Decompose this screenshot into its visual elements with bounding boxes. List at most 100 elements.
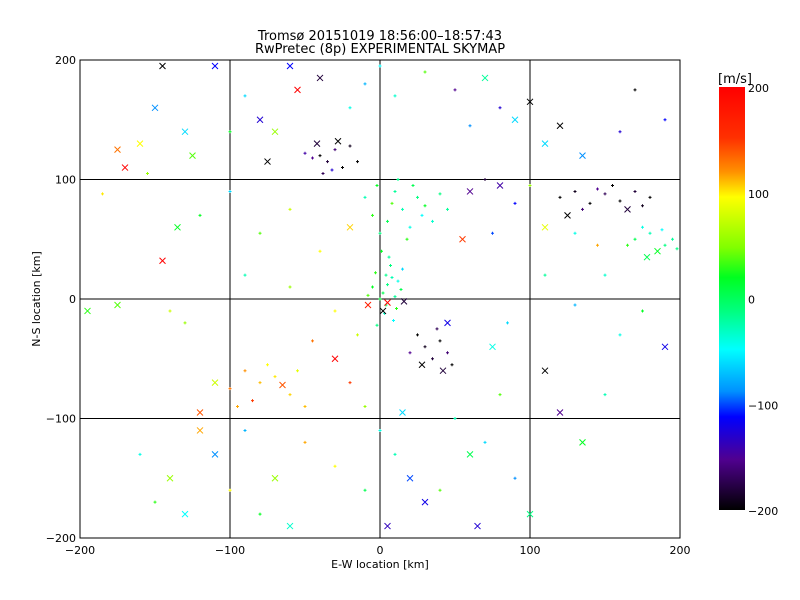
data-point — [258, 512, 262, 516]
data-point — [431, 357, 434, 361]
data-point-x — [316, 74, 324, 82]
x-tick-label: 100 — [520, 544, 541, 557]
axis-ticks: −200 −100 0 100 200 −200 −100 0 100 200 — [46, 54, 691, 557]
data-point — [228, 387, 232, 391]
data-point-x — [418, 361, 426, 369]
data-point — [168, 309, 172, 313]
data-point-x — [211, 379, 219, 387]
y-tick-label: −200 — [46, 532, 76, 545]
colorbar-tick-label: 100 — [748, 188, 769, 201]
data-point — [453, 417, 457, 420]
data-point-x — [196, 427, 204, 434]
data-point — [392, 319, 395, 323]
data-point — [411, 183, 415, 187]
data-point — [603, 192, 607, 196]
data-point — [146, 172, 149, 176]
data-point-x — [579, 439, 586, 446]
data-point — [633, 189, 637, 193]
data-point — [483, 440, 487, 444]
y-tick-label: −100 — [46, 413, 76, 426]
data-point-x — [151, 104, 159, 112]
data-point — [341, 166, 344, 170]
data-point-x — [444, 319, 451, 327]
data-point-x — [294, 86, 301, 94]
data-point-x — [654, 247, 661, 255]
data-point — [318, 154, 322, 158]
data-point-x — [556, 409, 564, 416]
data-point — [423, 345, 427, 349]
data-point — [603, 393, 607, 397]
data-point — [330, 168, 334, 172]
data-point-x — [439, 367, 447, 375]
data-point — [506, 321, 509, 325]
data-point-x — [159, 62, 166, 70]
data-point — [399, 287, 403, 291]
data-point-x — [481, 74, 489, 82]
data-point — [450, 363, 454, 367]
colorbar-ticks: 200 100 0 −100 −200 — [748, 82, 778, 518]
data-point-x — [466, 188, 474, 195]
data-point — [236, 405, 239, 409]
data-point — [266, 363, 269, 367]
data-point — [393, 452, 397, 456]
data-point — [618, 199, 622, 203]
data-point-x — [661, 343, 669, 351]
data-point-x — [174, 223, 181, 231]
data-point-x — [643, 253, 651, 261]
data-point — [243, 94, 247, 98]
data-point — [348, 381, 352, 385]
data-point — [438, 192, 442, 196]
data-point — [648, 231, 652, 235]
data-point — [348, 144, 352, 148]
data-point — [408, 225, 412, 229]
data-point-x — [406, 474, 414, 482]
data-point — [371, 213, 374, 217]
data-point-x — [511, 116, 519, 124]
data-point-x — [564, 211, 571, 219]
data-point — [333, 464, 337, 468]
data-point — [384, 273, 388, 277]
data-point — [393, 94, 397, 98]
data-point-x — [526, 98, 534, 106]
data-point — [396, 279, 400, 283]
data-point — [390, 275, 394, 279]
data-point — [393, 295, 397, 299]
data-point — [381, 291, 385, 295]
data-point — [243, 273, 247, 277]
data-point — [386, 283, 389, 287]
plot-frame — [79, 59, 681, 539]
data-point — [378, 428, 382, 432]
data-point-x — [346, 223, 354, 231]
data-point — [603, 273, 607, 277]
data-point — [356, 333, 359, 337]
data-point — [648, 195, 652, 199]
data-point — [371, 285, 374, 289]
data-point — [228, 189, 232, 193]
data-point — [408, 351, 412, 355]
data-point — [588, 201, 592, 205]
data-point-x — [421, 498, 429, 506]
data-point-x — [121, 164, 129, 171]
data-point-x — [541, 140, 549, 148]
data-point-x — [84, 307, 91, 315]
data-point — [423, 204, 427, 208]
data-point — [333, 148, 337, 152]
data-point-x — [313, 140, 321, 148]
data-point — [438, 488, 442, 492]
data-point — [641, 225, 644, 229]
data-point — [387, 255, 391, 259]
data-point-x — [459, 235, 466, 243]
data-point — [675, 247, 679, 251]
data-point — [626, 243, 629, 247]
data-point — [453, 88, 457, 92]
data-point — [528, 183, 532, 187]
data-point-x — [279, 381, 286, 389]
data-point — [356, 160, 359, 164]
data-point — [663, 118, 667, 122]
data-point-x — [334, 137, 342, 145]
data-point — [611, 183, 614, 187]
data-point — [573, 231, 577, 235]
data-point-x — [166, 474, 174, 482]
data-point — [321, 172, 325, 176]
